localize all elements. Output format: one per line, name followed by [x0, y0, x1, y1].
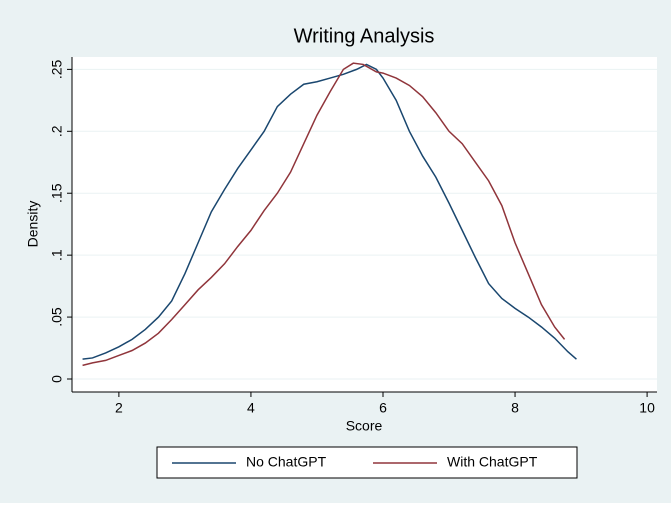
y-tick-label: .1 — [49, 249, 65, 261]
y-axis-label: Density — [25, 201, 41, 248]
x-tick-label: 4 — [247, 400, 255, 416]
x-tick-label: 8 — [511, 400, 519, 416]
y-tick-label: .15 — [49, 183, 65, 203]
legend-label: With ChatGPT — [447, 454, 538, 470]
x-axis-label: Score — [346, 418, 383, 434]
y-tick-label: 0 — [49, 375, 65, 383]
x-tick-label: 10 — [639, 400, 655, 416]
line-series — [82, 63, 577, 360]
y-tick-label: .05 — [49, 307, 65, 327]
plot-area — [72, 57, 657, 392]
y-tick-label: .25 — [49, 59, 65, 79]
chart-title: Writing Analysis — [294, 25, 435, 47]
line-series — [82, 62, 566, 367]
x-tick-label: 6 — [379, 400, 387, 416]
y-tick-label: .2 — [49, 125, 65, 137]
legend-label: No ChatGPT — [246, 454, 327, 470]
x-tick-label: 2 — [115, 400, 123, 416]
